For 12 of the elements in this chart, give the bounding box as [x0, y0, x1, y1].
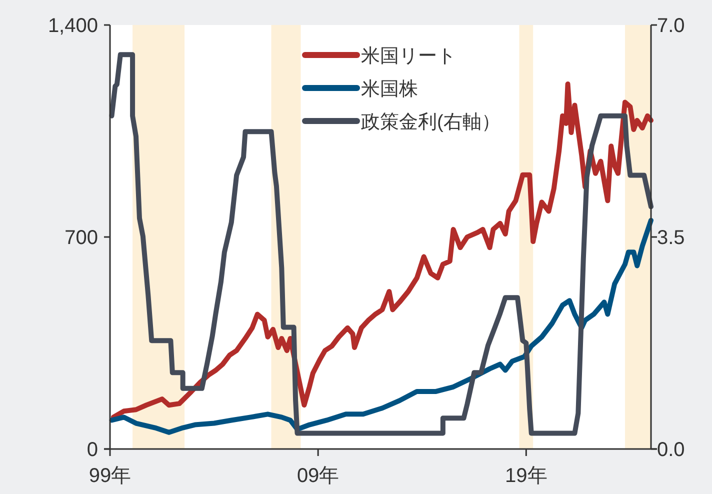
legend-label: 米国株: [361, 79, 418, 100]
y2-tick-label: 3.5: [657, 227, 685, 249]
x-tick-label: 99年: [88, 465, 132, 487]
y2-tick-label: 7.0: [657, 15, 685, 37]
y-tick-label: 0: [86, 439, 98, 461]
y-tick-label: 1,400: [48, 15, 98, 37]
legend-label: 米国リート: [361, 46, 456, 67]
y-tick-label: 700: [64, 227, 98, 249]
x-tick-label: 09年: [296, 465, 340, 487]
legend-label: 政策金利(右軸）: [361, 112, 500, 133]
y2-tick-label: 0.0: [657, 439, 685, 461]
x-tick-label: 19年: [505, 465, 548, 487]
